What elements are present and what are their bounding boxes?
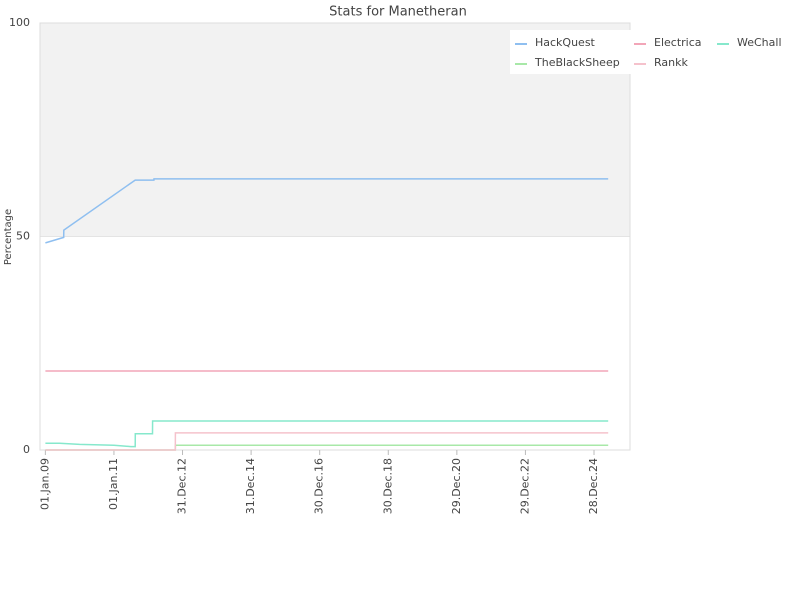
series-line <box>45 178 609 244</box>
y-axis-label: Percentage <box>3 209 14 265</box>
x-tick-label: 29.Dec.20 <box>450 458 463 514</box>
x-tick-label: 01.Jan.09 <box>38 458 51 510</box>
x-tick-label: 31.Dec.12 <box>176 458 189 514</box>
chart-title: Stats for Manetheran <box>329 5 467 20</box>
legend-label: TheBlackSheep <box>534 56 620 69</box>
x-tick-label: 30.Dec.18 <box>381 458 394 514</box>
legend-label: Electrica <box>654 36 702 49</box>
legend-box <box>510 30 790 74</box>
x-tick-label: 31.Dec.14 <box>244 458 257 514</box>
x-tick-label: 28.Dec.24 <box>587 458 600 514</box>
x-tick-label: 01.Jan.11 <box>107 458 120 510</box>
x-tick-label: 29.Dec.22 <box>518 458 531 514</box>
series-line <box>45 420 609 448</box>
legend-label: HackQuest <box>535 36 596 49</box>
x-tick-label: 30.Dec.16 <box>313 458 326 514</box>
y-tick-label: 0 <box>23 443 30 456</box>
y-tick-label: 100 <box>9 16 30 29</box>
legend-label: WeChall <box>737 36 782 49</box>
y-tick-label: 50 <box>16 230 30 243</box>
legend-label: Rankk <box>654 56 688 69</box>
series-line <box>45 432 609 451</box>
plot-frame <box>39 22 631 451</box>
